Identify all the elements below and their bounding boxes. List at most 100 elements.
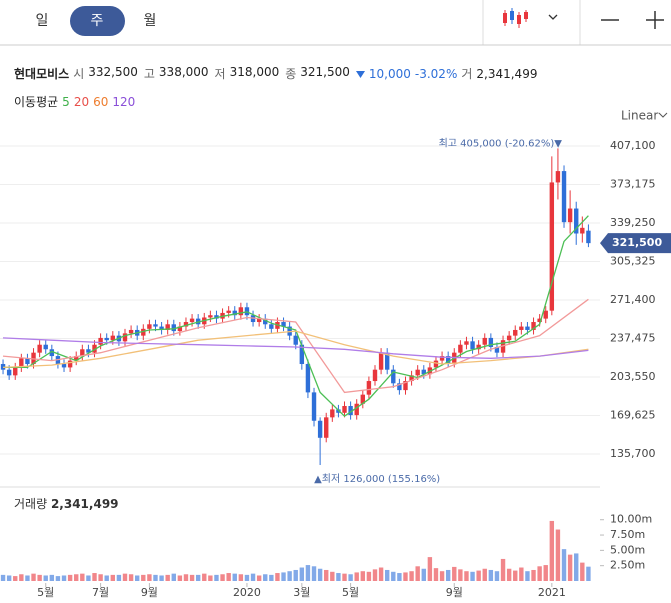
y-tick-label: 135,700 [610,447,656,460]
quote-label: 저 [214,67,226,81]
active-tab-bg[interactable] [70,6,125,36]
candle-icon[interactable] [503,8,528,28]
candle-body [238,307,244,316]
volume-bar [19,574,24,581]
volume-bar [220,574,225,581]
candle-body [317,420,323,438]
volume-bar [500,558,506,581]
tab[interactable]: 월 [144,13,157,29]
zoom-in[interactable] [646,11,664,29]
y-tick-label: 407,100 [610,139,656,152]
candle-body [263,318,268,325]
volume-bar [311,566,317,581]
volume-bar [232,573,237,581]
chevron[interactable] [658,112,668,118]
chevron[interactable] [548,14,558,20]
volume-bar [470,571,475,581]
volume-bar [561,549,567,581]
candle-body [476,344,481,350]
candle-body [128,329,134,334]
volume-bar [250,573,256,581]
volume-bar [433,568,439,581]
change-pct: -3.02% [414,66,458,81]
volume-title: 거래량 2,341,499 [14,497,119,511]
ma-legend-entry: 60 [93,94,109,109]
volume-bar [555,529,561,581]
candle-body [214,315,219,319]
scale-label[interactable]: Linear [621,109,658,123]
y-tick-label: 237,475 [610,332,656,345]
volume-bar [439,571,445,581]
candle-body [110,335,116,341]
volume-bar [128,574,134,581]
quote-value: 338,000 [158,65,209,79]
candle-body [421,369,426,375]
candle-body [342,406,347,413]
candle-body [384,352,390,370]
candle-body [348,406,353,416]
volume-bar [25,575,30,581]
candle-body [305,364,311,393]
volume-bar [269,574,274,581]
candle-body [232,310,237,316]
candle-body [580,227,585,234]
candle-body [330,409,335,418]
volume-bar [476,570,481,581]
volume-bar [202,573,207,581]
volume-bar [55,576,61,581]
volume-bar [574,553,579,581]
ma-line [3,215,589,418]
volume-bar [342,573,347,581]
volume-label: 거 [461,67,473,81]
candle-body [165,324,170,330]
candle-body [458,344,463,353]
volume-bar [281,572,286,581]
candle-body [354,403,359,416]
tab-active[interactable]: 주 [91,13,104,29]
volume-bar [159,575,164,581]
quote-row: 현대모비스 시 332,500 고 338,000 저 318,000 종 321,500 1… [14,65,537,82]
quote-value: 332,500 [88,65,138,79]
volume-bar [403,572,408,581]
volume-bar [226,573,231,581]
candle-body [269,324,274,329]
candle-body [391,369,396,384]
volume-tick-label: 10.00m [610,513,652,526]
tab[interactable]: 일 [36,13,49,29]
volume-bar [488,569,494,581]
volume-bar [98,574,103,581]
candle-body [159,326,164,330]
y-tick-label: 339,250 [610,216,656,229]
volume-bar [378,567,384,581]
volume-bar [360,571,366,581]
candle-body [171,324,176,332]
ma-line [2,337,589,359]
volume-bar [494,571,500,581]
volume-bar [287,571,292,581]
volume-bar [543,565,548,581]
candle-body [43,344,48,350]
volume-bar [177,575,183,581]
candle-body [208,315,213,318]
volume-bar [506,568,512,581]
ma-line [2,298,589,394]
volume-bar [31,573,36,581]
x-tick-label: 3월 [293,586,310,599]
volume-bar [513,570,518,581]
y-tick-label: 373,175 [610,178,656,191]
candle-body [397,383,402,391]
candle-body [506,335,512,341]
volume-bar [317,568,323,581]
volume-tick-label: 2.50m [610,559,645,572]
candle-body [293,335,298,345]
candle-body [549,182,555,311]
candle-body [226,310,231,313]
candle-body [256,318,262,323]
candle-body [74,356,79,361]
candle-body [366,381,372,395]
candle-body [372,369,378,382]
y-tick-label: 169,625 [610,409,656,422]
candle-body [378,352,384,370]
volume-bar [452,566,457,581]
volume-bar [0,574,6,581]
